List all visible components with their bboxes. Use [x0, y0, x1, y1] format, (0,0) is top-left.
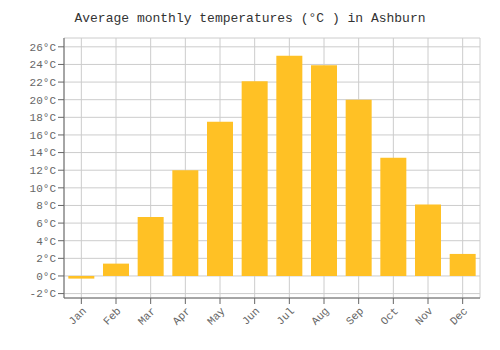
svg-text:12°C: 12°C: [30, 165, 57, 177]
html-text:Average monthly temperatures (: Average monthly temperatures (°C ) in As…: [74, 11, 426, 26]
svg-text:Jun: Jun: [240, 305, 262, 327]
svg-text:10°C: 10°C: [30, 183, 57, 195]
svg-text:20°C: 20°C: [30, 95, 57, 107]
svg-text:2°C: 2°C: [36, 253, 56, 265]
svg-text:8°C: 8°C: [36, 200, 56, 212]
svg-text:-2°C: -2°C: [30, 288, 57, 300]
svg-text:14°C: 14°C: [30, 147, 57, 159]
svg-text:Dec: Dec: [448, 305, 470, 327]
svg-text:Nov: Nov: [413, 305, 436, 328]
svg-text:22°C: 22°C: [30, 77, 57, 89]
svg-text:May: May: [205, 305, 228, 328]
svg-text:16°C: 16°C: [30, 130, 57, 142]
svg-text:Mar: Mar: [136, 305, 158, 327]
svg-text:18°C: 18°C: [30, 112, 57, 124]
svg-text:Oct: Oct: [378, 305, 400, 327]
svg-text:Sep: Sep: [344, 305, 366, 327]
svg-text:26°C: 26°C: [30, 42, 57, 54]
svg-text:Jul: Jul: [274, 305, 296, 327]
svg-text:0°C: 0°C: [36, 271, 56, 283]
svg-text:Jan: Jan: [66, 305, 88, 327]
svg-text:24°C: 24°C: [30, 59, 57, 71]
svg-text:6°C: 6°C: [36, 218, 56, 230]
svg-text:4°C: 4°C: [36, 236, 56, 248]
svg-text:Feb: Feb: [101, 305, 123, 327]
svg-text:Apr: Apr: [170, 305, 192, 327]
svg-text:Aug: Aug: [309, 305, 331, 327]
